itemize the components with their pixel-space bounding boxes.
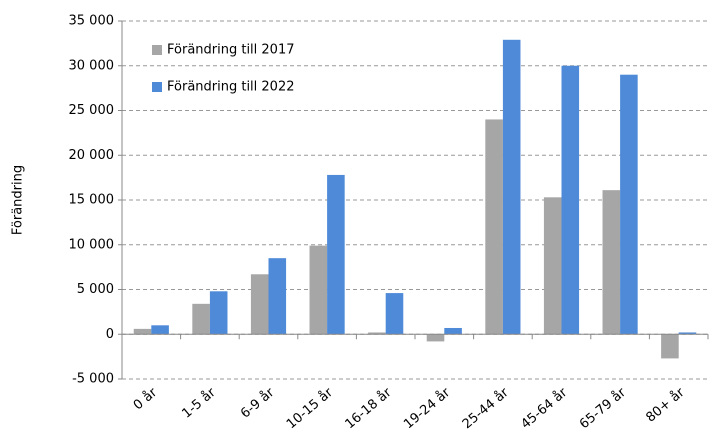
bar bbox=[133, 328, 152, 335]
bar bbox=[678, 332, 697, 335]
bar bbox=[426, 334, 445, 342]
x-tick-label: 6-9 år bbox=[238, 385, 278, 422]
legend-label: Förändring till 2022 bbox=[167, 80, 295, 95]
y-tick-label: 10 000 bbox=[69, 237, 115, 252]
x-tick-label: 25-44 år bbox=[460, 385, 512, 432]
bar bbox=[151, 325, 169, 335]
x-tick-label: 1-5 år bbox=[179, 385, 219, 422]
y-tick-label: 15 000 bbox=[69, 193, 115, 208]
x-tick-label: 45-64 år bbox=[518, 385, 570, 432]
bar bbox=[327, 174, 345, 335]
bar bbox=[620, 74, 638, 335]
bar bbox=[602, 190, 621, 335]
x-tick-label: 10-15 år bbox=[284, 385, 336, 432]
bar bbox=[502, 39, 521, 335]
bar bbox=[485, 119, 503, 335]
legend-swatch bbox=[152, 82, 162, 92]
bar bbox=[309, 245, 328, 335]
y-tick-label: 30 000 bbox=[69, 58, 115, 73]
bar bbox=[368, 332, 386, 335]
bar bbox=[561, 65, 580, 335]
bar bbox=[385, 293, 404, 335]
bar bbox=[268, 258, 287, 335]
y-tick-label: 35 000 bbox=[69, 14, 115, 29]
legend-label: Förändring till 2017 bbox=[167, 43, 295, 58]
legend-swatch bbox=[152, 45, 162, 55]
bar bbox=[192, 303, 210, 335]
x-tick-label: 65-79 år bbox=[577, 385, 629, 432]
bar bbox=[209, 291, 228, 335]
bar bbox=[543, 197, 562, 335]
bar bbox=[661, 334, 679, 359]
bar bbox=[250, 274, 269, 335]
x-tick-label: 80+ år bbox=[643, 385, 688, 426]
y-axis-label: Förändring bbox=[11, 165, 26, 235]
x-tick-label: 16-18 år bbox=[343, 385, 395, 432]
y-tick-label: 20 000 bbox=[69, 148, 115, 163]
x-tick-label: 19-24 år bbox=[401, 385, 453, 432]
y-tick-label: 0 bbox=[106, 327, 114, 342]
x-tick-label: 0 år bbox=[131, 385, 161, 413]
bar bbox=[444, 327, 462, 335]
y-tick-label: 25 000 bbox=[69, 103, 115, 118]
y-tick-label: -5 000 bbox=[72, 372, 114, 387]
y-tick-label: 5 000 bbox=[77, 282, 114, 297]
